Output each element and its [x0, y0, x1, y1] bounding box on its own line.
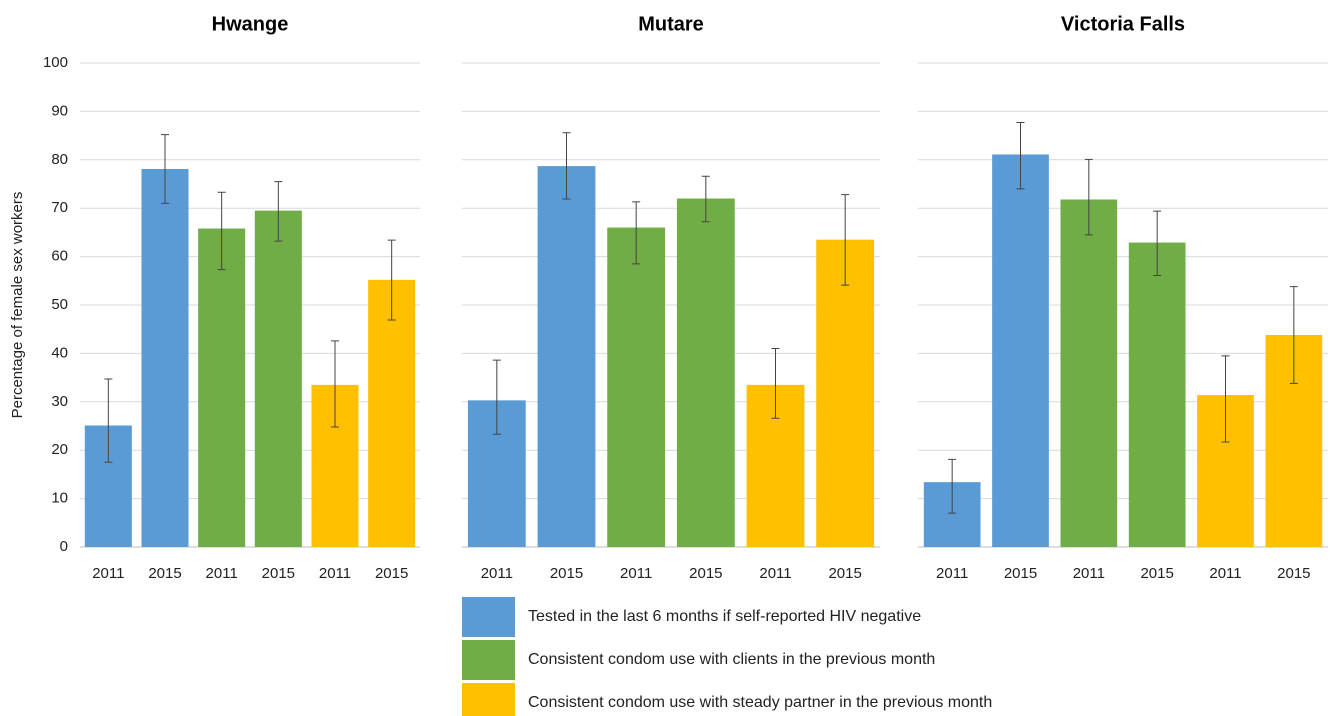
error-bar — [562, 132, 571, 200]
legend-text: Tested in the last 6 months if self-repo… — [528, 608, 921, 625]
error-bar — [1153, 210, 1162, 276]
error-bar — [387, 239, 396, 321]
bar — [1060, 199, 1118, 547]
bar — [141, 168, 189, 547]
error-bar — [1221, 355, 1230, 443]
legend-swatch — [462, 640, 515, 680]
bar — [816, 239, 875, 547]
bar — [607, 227, 666, 547]
bar — [198, 228, 246, 547]
y-tick-label: 100 — [43, 54, 68, 71]
y-tick-label: 60 — [51, 248, 68, 265]
chart-title: Mutare — [638, 13, 704, 35]
bar — [537, 166, 596, 548]
x-tick-label: 2015 — [262, 565, 295, 582]
x-tick-label: 2011 — [1073, 565, 1105, 582]
error-bar — [1084, 158, 1093, 236]
error-bar — [331, 340, 339, 428]
x-tick-label: 2011 — [936, 565, 968, 582]
bar — [254, 210, 302, 547]
error-bar — [274, 181, 283, 242]
x-tick-label: 2015 — [1004, 565, 1037, 582]
y-tick-label: 40 — [51, 344, 68, 361]
x-tick-label: 2015 — [375, 565, 408, 582]
bar — [676, 198, 735, 547]
x-tick-label: 2011 — [620, 565, 652, 582]
error-bar — [217, 191, 226, 271]
error-bar — [161, 134, 169, 204]
x-tick-label: 2011 — [92, 565, 124, 582]
x-tick-label: 2015 — [1277, 565, 1310, 582]
error-bar — [632, 201, 641, 265]
x-tick-label: 2011 — [1209, 565, 1241, 582]
x-tick-label: 2015 — [828, 565, 861, 582]
error-bar — [492, 359, 501, 435]
bar — [368, 279, 416, 547]
y-tick-label: 50 — [51, 296, 68, 313]
error-bar — [771, 348, 780, 419]
y-tick-label: 30 — [51, 393, 68, 410]
x-tick-label: 2015 — [148, 565, 181, 582]
legend-text: Consistent condom use with steady partne… — [528, 694, 992, 711]
x-tick-label: 2015 — [550, 565, 583, 582]
chart-title: Hwange — [212, 13, 289, 35]
y-axis-label: Percentage of female sex workers — [9, 192, 26, 419]
error-bar — [1289, 286, 1298, 384]
x-tick-label: 2015 — [1140, 565, 1173, 582]
error-bar — [841, 194, 850, 286]
x-tick-label: 2011 — [319, 565, 351, 582]
bar — [1128, 242, 1186, 547]
x-tick-label: 2011 — [206, 565, 238, 582]
x-tick-label: 2011 — [481, 565, 513, 582]
error-bar — [104, 378, 113, 463]
y-tick-label: 10 — [51, 490, 68, 507]
legend-text: Consistent condom use with clients in th… — [528, 651, 935, 668]
error-bar — [948, 458, 957, 514]
y-tick-label: 20 — [51, 441, 68, 458]
bar — [992, 154, 1049, 547]
y-tick-label: 90 — [51, 102, 68, 119]
legend-swatch — [462, 683, 515, 716]
y-tick-label: 80 — [51, 151, 68, 168]
x-tick-label: 2015 — [689, 565, 722, 582]
y-tick-label: 70 — [51, 199, 68, 216]
x-tick-label: 2011 — [759, 565, 791, 582]
chart-title: Victoria Falls — [1061, 13, 1185, 35]
error-bar — [1016, 122, 1025, 190]
y-tick-label: 0 — [60, 538, 68, 555]
error-bar — [701, 175, 710, 223]
legend-swatch — [462, 597, 515, 637]
